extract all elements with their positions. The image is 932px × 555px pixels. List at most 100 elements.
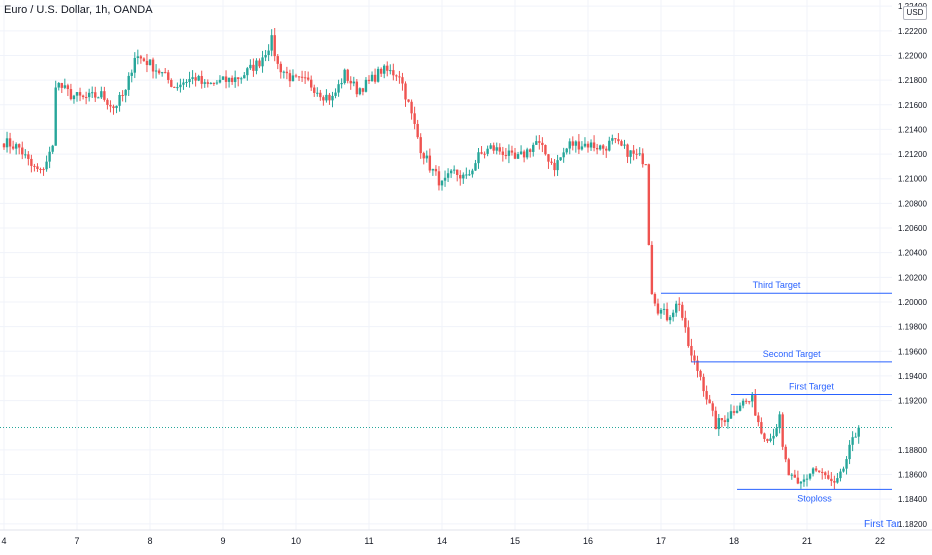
candle-body bbox=[556, 160, 559, 171]
currency-badge[interactable]: USD bbox=[903, 6, 927, 20]
candle-body bbox=[492, 145, 495, 151]
candle-body bbox=[57, 83, 60, 88]
candle-body bbox=[623, 144, 626, 146]
candle-body bbox=[164, 72, 167, 74]
candle-body bbox=[419, 137, 422, 154]
time-tick-label: 18 bbox=[729, 536, 739, 546]
candle-body bbox=[827, 475, 830, 479]
candle-body bbox=[553, 162, 556, 171]
candle-body bbox=[705, 391, 708, 400]
candle-body bbox=[142, 58, 146, 61]
candle-body bbox=[373, 74, 377, 82]
candle-body bbox=[94, 92, 97, 98]
level-label: First Target bbox=[789, 382, 834, 392]
candle-body bbox=[763, 433, 766, 439]
candle-body bbox=[154, 70, 158, 72]
candle-body bbox=[711, 403, 714, 411]
candle-body bbox=[790, 474, 793, 476]
candle-body bbox=[358, 88, 362, 95]
candle-body bbox=[2, 143, 6, 148]
candle-body bbox=[81, 95, 85, 98]
candle-body bbox=[577, 141, 581, 150]
candle-body bbox=[723, 420, 727, 423]
candle-body bbox=[139, 56, 143, 59]
price-tick-label: 1.21600 bbox=[898, 101, 927, 110]
candle-body bbox=[474, 163, 477, 171]
candle-body bbox=[519, 151, 523, 155]
candle-body bbox=[775, 428, 778, 436]
candle-body bbox=[30, 158, 33, 166]
candle-body bbox=[160, 72, 164, 74]
candle-body bbox=[802, 479, 806, 482]
candle-body bbox=[121, 94, 124, 96]
candle-body bbox=[778, 414, 781, 429]
candle-body bbox=[656, 303, 660, 314]
candle-body bbox=[611, 138, 614, 141]
candle-body bbox=[69, 89, 73, 100]
candle-body bbox=[541, 142, 544, 146]
candles bbox=[2, 27, 860, 490]
candle-body bbox=[252, 64, 255, 71]
candle-body bbox=[477, 152, 480, 164]
candle-body bbox=[291, 75, 295, 82]
time-tick-label: 16 bbox=[583, 536, 593, 546]
candle-body bbox=[246, 68, 249, 76]
level-label: Second Target bbox=[763, 349, 821, 359]
candle-body bbox=[817, 470, 821, 472]
candle-body bbox=[63, 85, 67, 88]
candle-body bbox=[130, 72, 133, 76]
candle-body bbox=[580, 146, 584, 150]
candle-body bbox=[805, 478, 809, 480]
candle-body bbox=[693, 355, 696, 361]
candle-body bbox=[638, 153, 641, 155]
candle-body bbox=[754, 395, 757, 416]
grid bbox=[0, 0, 892, 530]
price-tick-label: 1.19200 bbox=[898, 397, 927, 406]
candle-body bbox=[830, 478, 833, 482]
candle-body bbox=[127, 75, 130, 90]
candle-body bbox=[118, 94, 121, 106]
candle-body bbox=[699, 370, 702, 377]
candle-body bbox=[544, 145, 547, 155]
candle-body bbox=[60, 83, 63, 88]
candle-body bbox=[376, 68, 380, 82]
candle-body bbox=[851, 437, 854, 445]
candle-body bbox=[306, 77, 310, 80]
candle-body bbox=[675, 303, 678, 313]
time-tick-label: 9 bbox=[220, 536, 225, 546]
candle-body bbox=[176, 87, 179, 89]
candle-body bbox=[343, 69, 346, 84]
price-tick-label: 1.22000 bbox=[898, 51, 927, 60]
candle-body bbox=[668, 317, 672, 321]
candle-body bbox=[227, 77, 231, 82]
candle-body bbox=[629, 150, 632, 157]
price-tick-label: 1.21000 bbox=[898, 175, 927, 184]
candle-body bbox=[21, 147, 24, 155]
candle-body bbox=[489, 145, 492, 149]
candle-body bbox=[824, 472, 827, 476]
candle-body bbox=[282, 71, 286, 73]
candle-body bbox=[322, 97, 325, 101]
time-tick-label: 22 bbox=[875, 536, 885, 546]
candle-body bbox=[91, 92, 94, 94]
candle-body bbox=[757, 415, 760, 423]
candle-body bbox=[264, 54, 267, 58]
candle-body bbox=[398, 76, 401, 78]
candle-body bbox=[598, 145, 602, 150]
time-tick-label: 8 bbox=[147, 536, 152, 546]
candle-body bbox=[431, 168, 435, 171]
candle-body bbox=[583, 143, 587, 147]
candle-body bbox=[751, 395, 754, 402]
candle-body bbox=[678, 303, 681, 305]
candle-body bbox=[54, 87, 57, 146]
candle-body bbox=[516, 154, 520, 159]
candle-body bbox=[255, 60, 258, 71]
price-axis-bg[interactable] bbox=[892, 0, 932, 550]
candle-body bbox=[8, 138, 12, 147]
price-tick-label: 1.18200 bbox=[898, 520, 927, 529]
candle-body bbox=[714, 410, 717, 430]
overflow-level-label: First Tar bbox=[864, 519, 900, 530]
price-tick-label: 1.20800 bbox=[898, 199, 927, 208]
